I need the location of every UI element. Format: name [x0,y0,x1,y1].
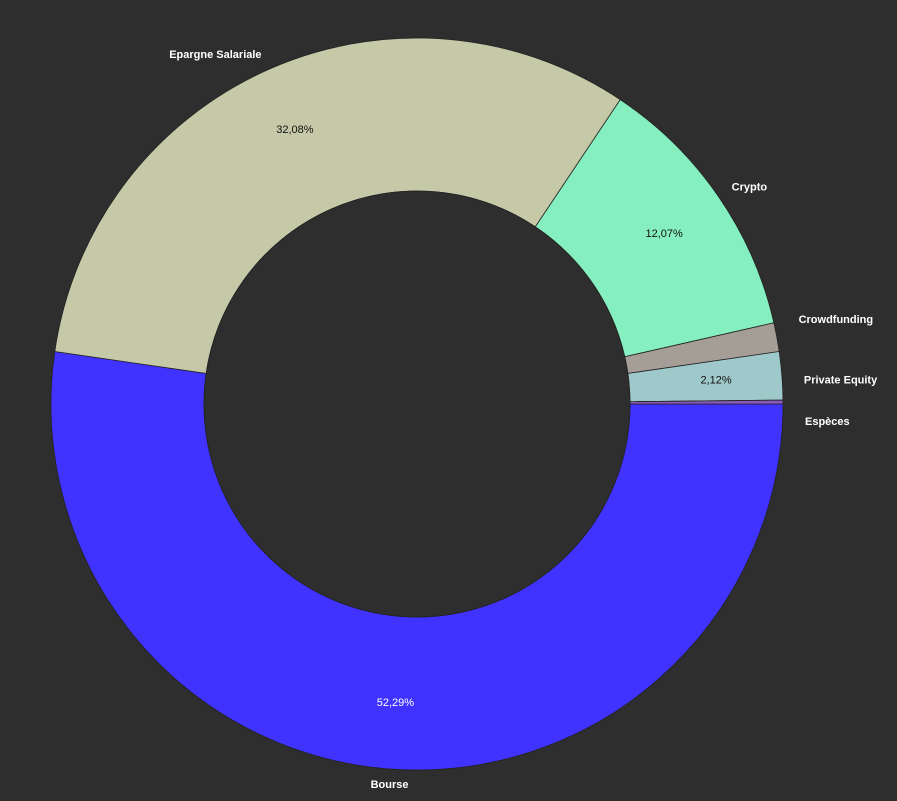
category-label: Private Equity [804,374,878,386]
category-label: Espèces [805,416,850,428]
category-label: Epargne Salariale [169,49,261,61]
percent-label: 2,12% [701,375,732,387]
percent-label: 12,07% [645,228,683,240]
donut-hole [203,190,631,618]
percent-label: 32,08% [276,124,314,136]
category-label: Bourse [371,779,409,791]
slices-group [50,37,784,771]
percent-label: 52,29% [377,697,415,709]
category-label: Crowdfunding [799,314,874,326]
labels-group: Bourse 52,29% Epargne Salariale 32,08% Crypt… [169,49,878,791]
category-label: Crypto [732,181,768,193]
